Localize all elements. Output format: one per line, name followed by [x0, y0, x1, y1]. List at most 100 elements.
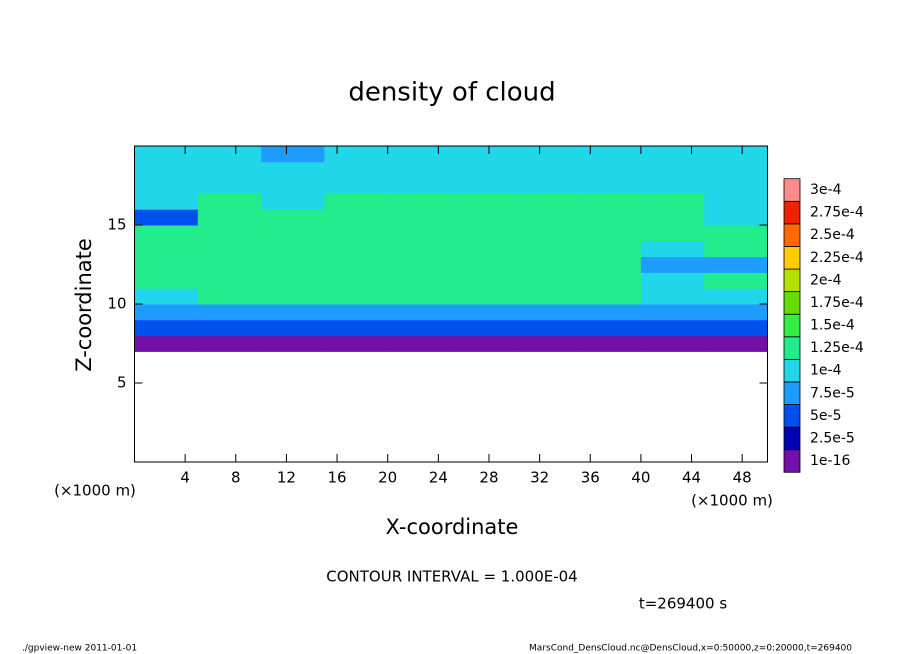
colorbar-box — [783, 178, 801, 202]
cell — [514, 225, 579, 242]
cell — [451, 256, 515, 273]
x-tick-label: 12 — [277, 469, 296, 487]
cell — [261, 193, 325, 210]
x-axis-label: X-coordinate — [386, 515, 519, 539]
cell — [134, 146, 199, 163]
time-label: t=269400 s — [639, 595, 727, 613]
cell — [197, 209, 262, 226]
cell — [261, 272, 325, 289]
cell — [704, 240, 768, 258]
y-axis-label: Z-coordinate — [72, 238, 96, 372]
x-tick-label: 32 — [530, 469, 549, 487]
cell — [514, 240, 579, 258]
cell — [261, 304, 325, 321]
cell — [640, 225, 705, 242]
cell — [514, 146, 579, 163]
cell — [387, 225, 452, 242]
x-tick-label: 16 — [328, 469, 347, 487]
colorbar-box — [783, 358, 801, 383]
cell — [324, 304, 389, 321]
cell — [134, 288, 199, 305]
x-tick-label: 28 — [479, 469, 498, 487]
cell — [197, 177, 262, 194]
cell — [134, 319, 199, 337]
x-tick-label: 36 — [581, 469, 600, 487]
cell — [577, 335, 642, 352]
cell — [640, 304, 705, 321]
cell — [261, 288, 325, 305]
cell — [324, 177, 389, 194]
cell — [324, 146, 389, 163]
cell — [387, 240, 452, 258]
cell — [134, 209, 199, 226]
colorbar-box — [783, 223, 801, 247]
cell — [704, 225, 768, 242]
cell — [134, 240, 199, 258]
cell — [134, 304, 199, 321]
cell — [387, 146, 452, 163]
cell — [577, 193, 642, 210]
cell — [324, 161, 389, 179]
cell — [704, 304, 768, 321]
cell — [704, 335, 768, 352]
cell — [387, 193, 452, 210]
cell — [640, 240, 705, 258]
cell — [451, 272, 515, 289]
footer-left: ./gpview-new 2011-01-01 — [22, 644, 137, 654]
cell — [197, 225, 262, 242]
cell — [451, 319, 515, 337]
cell — [387, 335, 452, 352]
cell — [324, 272, 389, 289]
colorbar-label: 1.25e-4 — [810, 340, 864, 356]
colorbar-label: 2.5e-5 — [810, 430, 855, 446]
cell — [704, 288, 768, 305]
y-tick-label: 10 — [107, 295, 126, 313]
cell — [261, 225, 325, 242]
x-tick-label: 44 — [682, 469, 701, 487]
cell — [451, 193, 515, 210]
cell — [197, 161, 262, 179]
cell — [134, 272, 199, 289]
cell — [451, 225, 515, 242]
cell — [451, 146, 515, 163]
x-tick-label: 40 — [631, 469, 650, 487]
cell — [451, 240, 515, 258]
cell — [324, 288, 389, 305]
x-unit: (×1000 m) — [691, 492, 773, 510]
cell — [704, 319, 768, 337]
cell — [640, 272, 705, 289]
cell — [514, 288, 579, 305]
cell — [704, 146, 768, 163]
colorbar-label: 2.25e-4 — [810, 250, 864, 266]
colorbar-box — [783, 200, 801, 225]
colorbar-box — [783, 336, 801, 360]
colorbar-box — [783, 381, 801, 405]
cell — [197, 240, 262, 258]
cell — [704, 177, 768, 194]
cell — [451, 209, 515, 226]
cell — [514, 256, 579, 273]
annotation: CONTOUR INTERVAL = 1.000E-04 — [326, 568, 577, 586]
cell — [577, 225, 642, 242]
cell — [261, 256, 325, 273]
colorbar-box — [783, 291, 801, 315]
cell — [577, 272, 642, 289]
cell — [577, 256, 642, 273]
cell — [577, 240, 642, 258]
cell — [640, 177, 705, 194]
cell — [324, 335, 389, 352]
cell — [514, 335, 579, 352]
cell — [451, 161, 515, 179]
cell — [514, 304, 579, 321]
cell — [451, 335, 515, 352]
x-tick-label: 20 — [378, 469, 397, 487]
cell — [514, 193, 579, 210]
cell — [324, 256, 389, 273]
cell — [197, 272, 262, 289]
cell — [324, 193, 389, 210]
colorbar-label: 1.75e-4 — [810, 295, 864, 311]
x-tick-label: 8 — [231, 469, 241, 487]
cell — [197, 288, 262, 305]
cell — [387, 272, 452, 289]
